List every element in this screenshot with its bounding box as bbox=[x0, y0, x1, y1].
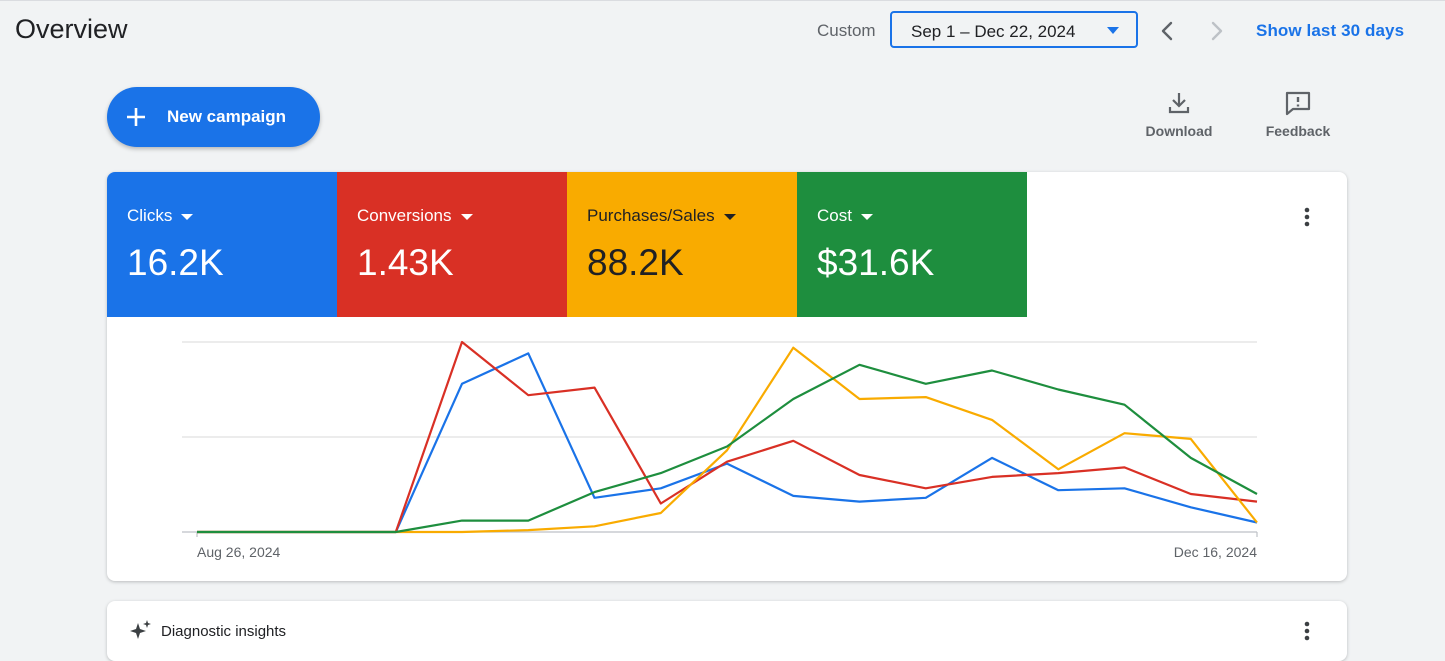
chevron-left-icon[interactable] bbox=[1156, 18, 1178, 44]
plus-icon bbox=[127, 108, 145, 126]
download-label: Download bbox=[1145, 123, 1213, 139]
metric-name-cost: Cost bbox=[817, 206, 873, 226]
more-vert-icon[interactable] bbox=[1297, 205, 1317, 229]
feedback-icon bbox=[1285, 91, 1311, 116]
caret-down-icon bbox=[860, 213, 873, 220]
chevron-right-icon[interactable] bbox=[1206, 18, 1228, 44]
metric-tile-conversions[interactable]: Conversions 1.43K bbox=[337, 172, 567, 317]
top-divider bbox=[0, 0, 1445, 1]
metric-value-purchases-sales: 88.2K bbox=[587, 242, 684, 283]
metric-name-text: Clicks bbox=[127, 206, 173, 225]
metric-name-text: Purchases/Sales bbox=[587, 206, 715, 225]
feedback-label: Feedback bbox=[1265, 123, 1331, 139]
metric-value-cost: $31.6K bbox=[817, 242, 935, 283]
series-line-purchases-sales bbox=[197, 346, 1258, 534]
metric-name-clicks: Clicks bbox=[127, 206, 194, 226]
x-axis-label-start: Aug 26, 2024 bbox=[197, 544, 281, 560]
metric-tile-cost[interactable]: Cost $31.6K bbox=[797, 172, 1027, 317]
metric-value-clicks: 16.2K bbox=[127, 242, 224, 283]
sparkle-icon bbox=[130, 620, 151, 639]
download-button[interactable]: Download bbox=[1129, 90, 1229, 139]
new-campaign-button[interactable]: New campaign bbox=[107, 87, 320, 147]
feedback-button[interactable]: Feedback bbox=[1248, 90, 1348, 139]
caret-down-icon bbox=[1107, 27, 1119, 34]
metric-name-text: Cost bbox=[817, 206, 852, 225]
metric-tile-clicks[interactable]: Clicks 16.2K bbox=[107, 172, 337, 317]
performance-card: Clicks 16.2K Conversions 1.43K Purchases… bbox=[107, 172, 1347, 581]
series-line-clicks bbox=[197, 352, 1258, 534]
show-last-30-days-link[interactable]: Show last 30 days bbox=[1256, 21, 1405, 40]
caret-down-icon bbox=[460, 213, 473, 220]
caret-down-icon bbox=[181, 213, 194, 220]
metric-name-text: Conversions bbox=[357, 206, 452, 225]
date-range-type-label: Custom bbox=[817, 21, 876, 40]
download-icon bbox=[1168, 93, 1190, 114]
diagnostic-insights-card[interactable]: Diagnostic insights bbox=[107, 601, 1347, 661]
more-vert-icon[interactable] bbox=[1297, 619, 1317, 643]
performance-line-chart: Aug 26, 2024 Dec 16, 2024 bbox=[182, 340, 1258, 560]
metric-name-conversions: Conversions bbox=[357, 206, 473, 226]
date-range-value: Sep 1 – Dec 22, 2024 bbox=[911, 22, 1076, 41]
metric-name-purchases-sales: Purchases/Sales bbox=[587, 206, 736, 226]
new-campaign-label: New campaign bbox=[167, 107, 287, 126]
date-range-picker[interactable]: Sep 1 – Dec 22, 2024 bbox=[890, 11, 1138, 48]
metric-value-conversions: 1.43K bbox=[357, 242, 454, 283]
x-axis-label-end: Dec 16, 2024 bbox=[1174, 544, 1257, 560]
metric-tile-purchases-sales[interactable]: Purchases/Sales 88.2K bbox=[567, 172, 797, 317]
series-line-cost bbox=[197, 363, 1258, 534]
page-title: Overview bbox=[15, 14, 128, 44]
diagnostic-insights-label: Diagnostic insights bbox=[161, 623, 287, 640]
caret-down-icon bbox=[723, 213, 736, 220]
